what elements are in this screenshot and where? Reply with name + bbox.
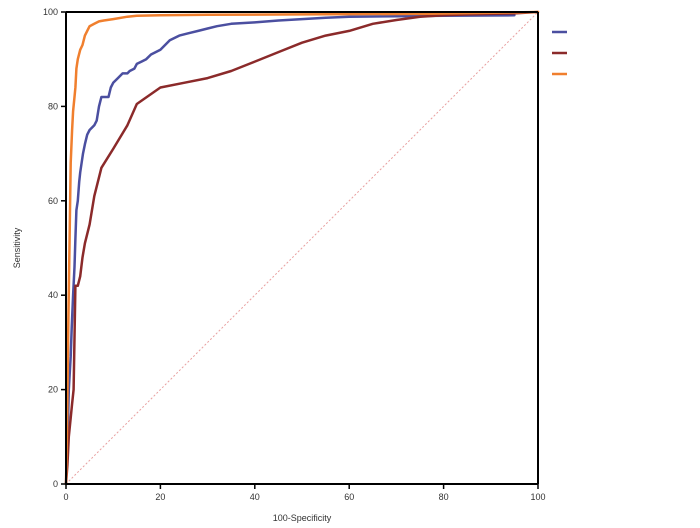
y-ticks: 0 20 40 60 80 100 (43, 7, 66, 489)
y-tick-label: 40 (48, 290, 58, 300)
plot-frame (65, 11, 539, 485)
legend (552, 30, 567, 76)
y-tick-label: 100 (43, 7, 58, 17)
series-line-2 (64, 10, 540, 486)
series-line-3 (64, 10, 540, 486)
x-tick-label: 80 (439, 492, 449, 502)
x-tick-label: 60 (344, 492, 354, 502)
x-tick-label: 0 (63, 492, 68, 502)
y-tick-label: 20 (48, 385, 58, 395)
y-tick-label: 60 (48, 196, 58, 206)
x-axis-title: 100-Specificity (273, 513, 332, 523)
reference-diagonal-line (65, 11, 539, 485)
reference-diagonal-group (65, 11, 539, 485)
y-axis-title: Sensitivity (12, 227, 22, 268)
y-tick-label: 0 (53, 479, 58, 489)
series-line-1 (64, 14, 516, 486)
x-tick-label: 100 (530, 492, 545, 502)
x-tick-label: 40 (250, 492, 260, 502)
x-ticks: 0 20 40 60 80 100 (63, 484, 546, 502)
x-tick-label: 20 (155, 492, 165, 502)
series-group (64, 10, 540, 486)
y-tick-label: 80 (48, 101, 58, 111)
